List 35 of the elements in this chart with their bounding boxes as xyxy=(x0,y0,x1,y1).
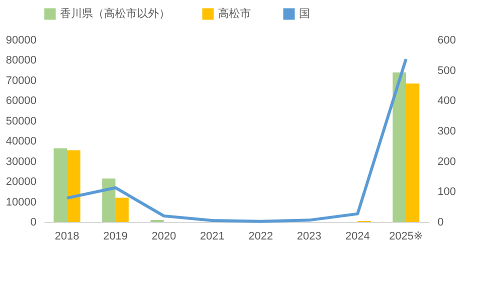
x-tick-label: 2025※ xyxy=(389,230,423,242)
bar xyxy=(406,83,420,222)
bar xyxy=(67,150,80,222)
y-tick-label: 60000 xyxy=(6,95,36,108)
y2-tick-label: 200 xyxy=(438,156,456,168)
y2-tick-label: 600 xyxy=(438,34,456,46)
y-tick-label: 80000 xyxy=(6,54,36,67)
bar xyxy=(392,72,406,222)
y-tick-label: 10000 xyxy=(6,196,36,208)
x-tick-label: 2018 xyxy=(54,230,80,242)
y2-tick-label: 0 xyxy=(438,216,444,228)
bar xyxy=(102,178,116,222)
y-tick-label: 0 xyxy=(30,216,36,228)
legend-label: 高松市 xyxy=(218,7,251,20)
line-series xyxy=(66,58,408,223)
bar xyxy=(115,198,129,222)
x-tick-label: 2022 xyxy=(248,230,273,242)
y-tick-label: 90000 xyxy=(6,34,36,46)
y-tick-label: 50000 xyxy=(6,115,36,128)
y2-tick-label: 100 xyxy=(438,186,456,198)
x-tick-label: 2024 xyxy=(345,230,370,242)
y-tick-label: 40000 xyxy=(6,136,36,148)
y2-tick-label: 500 xyxy=(438,64,456,77)
x-tick-label: 2020 xyxy=(152,230,176,242)
legend-label: 香川県（高松市以外） xyxy=(60,7,170,20)
y2-tick-label: 400 xyxy=(438,95,456,108)
y-tick-label: 70000 xyxy=(6,74,36,87)
y-tick-label: 30000 xyxy=(6,156,36,168)
y-tick-label: 20000 xyxy=(6,176,36,188)
legend-label: 国 xyxy=(299,8,310,20)
x-tick-label: 2023 xyxy=(296,230,322,242)
x-tick-label: 2021 xyxy=(200,230,225,242)
y2-tick-label: 300 xyxy=(438,126,456,138)
bar xyxy=(54,148,68,222)
x-tick-label: 2019 xyxy=(103,230,128,242)
